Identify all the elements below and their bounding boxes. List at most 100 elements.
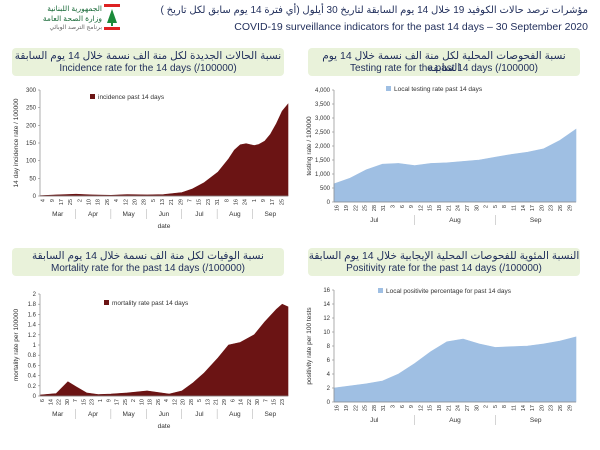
- y-tick-label: 2,000: [315, 144, 331, 150]
- y-axis-label: 14 day incidence rate / 100000: [13, 98, 20, 187]
- y-tick-label: 12: [323, 316, 330, 322]
- y-tick-label: 0.6: [28, 363, 37, 369]
- x-tick-label: 21: [214, 399, 220, 405]
- x-tick-label: 5: [151, 199, 157, 202]
- y-axis-label: testing rate / 100000: [306, 116, 313, 176]
- x-tick-label: 7: [188, 199, 194, 202]
- y-tick-label: 1.6: [28, 312, 37, 318]
- legend-label: Local positivite percentage for past 14 …: [386, 288, 512, 295]
- y-tick-label: 0: [327, 200, 331, 206]
- y-tick-label: 2,500: [315, 130, 331, 136]
- x-tick-label: 15: [428, 405, 434, 411]
- y-axis-label: positivity rate per 100 tests: [306, 307, 313, 385]
- x-tick-label: 20: [539, 205, 545, 211]
- testing-chart: 0 500 1,000 1,500 2,000 2,500 3,000 3,500 4,000 t…: [306, 86, 577, 225]
- x-tick-label: 11: [512, 405, 518, 411]
- x-tick-label: 23: [549, 405, 555, 411]
- ministry-logo: الجمهورية اللبنانية وزارة الصحة العامة ب…: [4, 2, 122, 34]
- series-area: [333, 128, 577, 203]
- x-tick-label: 30: [65, 399, 71, 405]
- month-label: Jun: [159, 411, 170, 418]
- x-tick-label: 30: [474, 205, 480, 211]
- x-tick-label: 21: [169, 199, 175, 205]
- x-tick-label: 9: [409, 405, 415, 408]
- panel-title-ar: نسبة الحالات الجديدة لكل منة الف نسمة خل…: [14, 50, 282, 62]
- x-tick-label: 12: [123, 199, 129, 205]
- incidence-panel: نسبة الحالات الجديدة لكل منة الف نسمة خل…: [6, 46, 297, 244]
- month-label: Jul: [195, 411, 204, 418]
- y-tick-label: 300: [26, 88, 37, 94]
- x-tick-label: 17: [59, 199, 65, 205]
- month-label: Mar: [52, 211, 64, 218]
- y-tick-label: 2: [327, 386, 331, 392]
- panel-title-ar: نسبة الفحوصات المحلية لكل منة الف نسمة خ…: [322, 50, 566, 74]
- x-tick-label: 26: [156, 399, 162, 405]
- legend-swatch: [378, 288, 383, 293]
- y-tick-label: 500: [320, 186, 331, 192]
- x-tick-label: 18: [437, 405, 443, 411]
- mortality-chart: 0 0.2 0.4 0.6 0.8 1 1.2 1.4 1.6 1.8 2 mortality rat…: [13, 292, 289, 430]
- x-tick-label: 31: [215, 199, 221, 205]
- panel-title-box: نسبة الحالات الجديدة لكل منة الف نسمة خل…: [12, 48, 284, 76]
- month-label: Aug: [449, 417, 461, 424]
- x-tick-label: 6: [400, 405, 406, 408]
- x-tick-label: 19: [344, 405, 350, 411]
- legend-label: Local testing rate past 14 days: [394, 86, 483, 93]
- x-tick-label: 29: [222, 399, 228, 405]
- panel-title-box: نسبة الوفيات لكل منة الف نسمة خلال 14 يو…: [12, 248, 284, 276]
- month-label: Sep: [530, 417, 542, 424]
- x-tick-label: 28: [142, 199, 148, 205]
- logo-line-2: وزارة الصحة العامة: [42, 14, 102, 23]
- x-tick-label: 23: [549, 205, 555, 211]
- x-tick-label: 13: [160, 199, 166, 205]
- panel-title-ar: النسبة المئوية للفحوصات المحلية الإيجابي…: [308, 250, 580, 262]
- y-tick-label: 200: [26, 123, 37, 129]
- x-tick-label: 9: [409, 205, 415, 208]
- x-tick-label: 12: [172, 399, 178, 405]
- header-title-en: COVID-19 surveillance indicators for the…: [234, 21, 588, 33]
- y-tick-label: 0: [33, 194, 37, 200]
- month-label: Sep: [265, 411, 277, 418]
- month-label: May: [122, 211, 135, 218]
- x-tick-label: 15: [82, 399, 88, 405]
- x-tick-label: 22: [57, 399, 63, 405]
- month-label: Jul: [370, 217, 379, 224]
- panel-title-box: نسبة الفحوصات المحلية لكل منة الف نسمة خ…: [308, 48, 580, 76]
- x-tick-label: 17: [530, 205, 536, 211]
- x-tick-label: 14: [521, 405, 527, 411]
- month-label: Mar: [52, 411, 64, 418]
- header-title-ar: مؤشرات ترصد حالات الكوفيد 19 خلال 14 يوم…: [160, 5, 588, 16]
- x-tick-label: 29: [567, 205, 573, 211]
- month-label: Aug: [449, 217, 461, 224]
- x-tick-label: 31: [381, 405, 387, 411]
- x-tick-label: 26: [558, 405, 564, 411]
- x-tick-label: 17: [115, 399, 121, 405]
- month-label: Sep: [265, 211, 277, 218]
- x-tick-label: 23: [280, 399, 286, 405]
- y-tick-label: 6: [327, 358, 331, 364]
- y-tick-label: 1,000: [315, 172, 331, 178]
- legend-swatch: [386, 86, 391, 91]
- series-area: [39, 303, 289, 397]
- x-axis-label: date: [158, 423, 171, 430]
- x-tick-label: 2: [484, 205, 490, 208]
- x-tick-label: 13: [206, 399, 212, 405]
- x-tick-label: 11: [512, 205, 518, 211]
- x-tick-label: 28: [372, 405, 378, 411]
- x-axis-label: date: [158, 223, 171, 230]
- x-tick-label: 26: [558, 205, 564, 211]
- y-tick-label: 0.2: [28, 384, 37, 390]
- x-tick-label: 29: [567, 405, 573, 411]
- month-label: Jul: [195, 211, 204, 218]
- x-tick-label: 9: [261, 199, 267, 202]
- panel-title-en: Mortality rate for the past 14 days (/10…: [51, 263, 245, 274]
- x-tick-label: 5: [493, 205, 499, 208]
- y-tick-label: 16: [323, 288, 330, 294]
- x-tick-label: 21: [446, 205, 452, 211]
- x-tick-label: 23: [90, 399, 96, 405]
- month-label: May: [122, 411, 135, 418]
- y-tick-label: 0.4: [28, 374, 37, 380]
- y-tick-label: 1.2: [28, 333, 37, 339]
- x-tick-label: 8: [502, 205, 508, 208]
- legend-swatch: [104, 300, 109, 305]
